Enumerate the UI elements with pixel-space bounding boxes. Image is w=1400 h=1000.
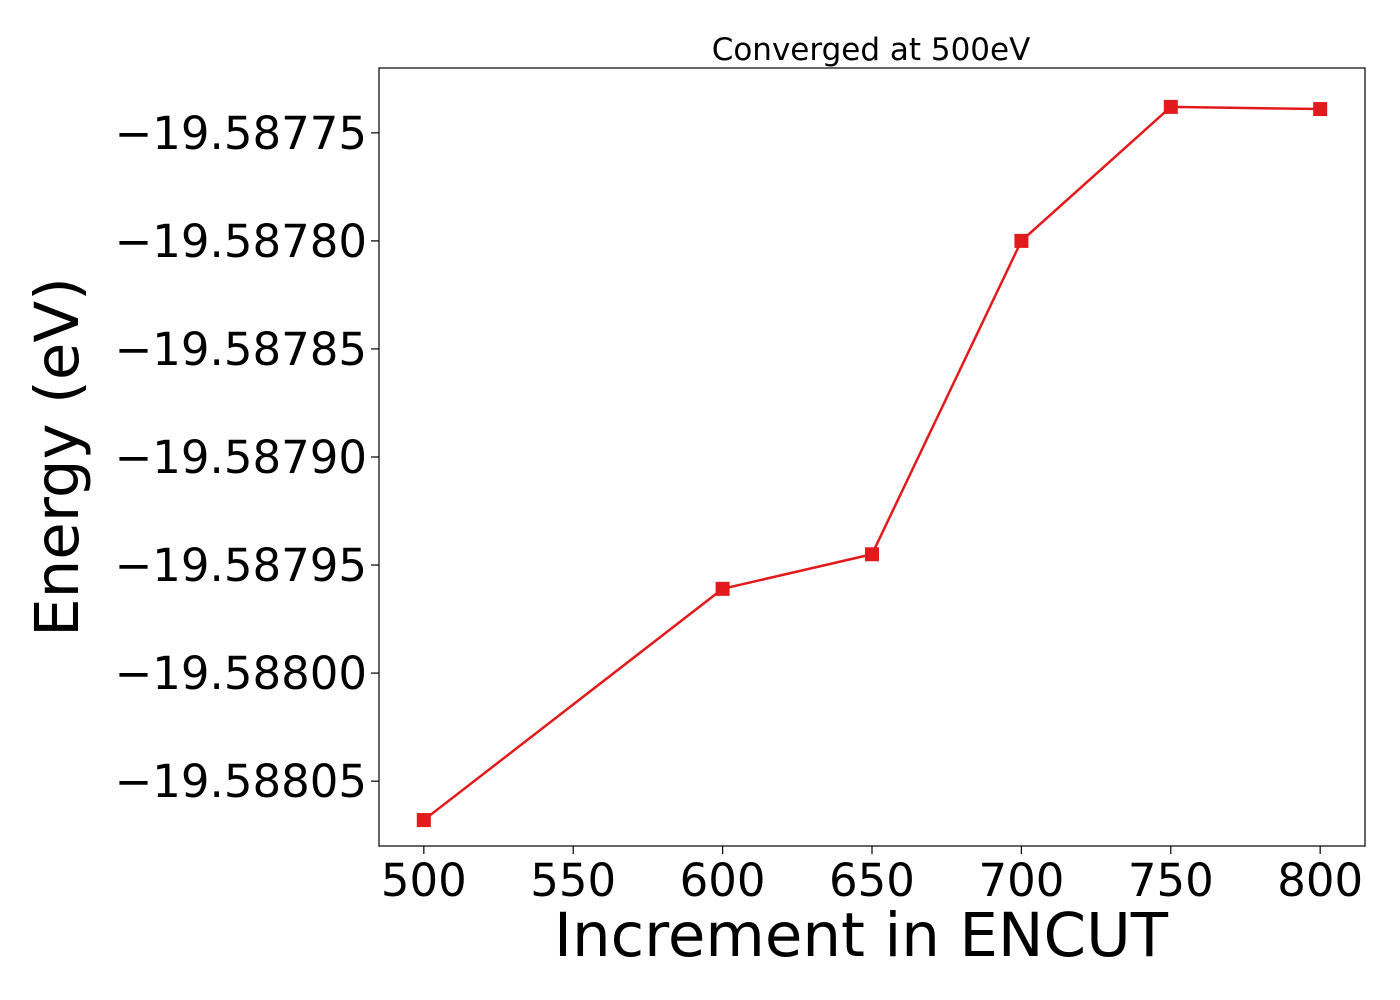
- y-tick-label: −19.58795: [115, 539, 367, 592]
- x-tick-label: 800: [1277, 854, 1363, 907]
- x-tick-label: 650: [829, 854, 915, 907]
- y-tick-label: −19.58780: [115, 215, 367, 268]
- data-point-marker: [416, 813, 431, 828]
- data-point-marker: [1014, 233, 1029, 248]
- x-tick-label: 700: [978, 854, 1064, 907]
- x-tick-label: 750: [1128, 854, 1214, 907]
- y-tick-label: −19.58805: [115, 755, 367, 808]
- y-tick-label: −19.58790: [115, 431, 367, 484]
- chart-title: Converged at 500eV: [712, 32, 1031, 68]
- y-axis-label: Energy (eV): [22, 277, 93, 637]
- y-tick-label: −19.58775: [115, 107, 367, 160]
- x-tick-label: 500: [381, 854, 467, 907]
- data-point-marker: [1163, 99, 1178, 114]
- series-layer: [416, 99, 1328, 828]
- data-point-marker: [865, 547, 879, 562]
- series-line: [423, 105, 1321, 822]
- x-axis-ticks: 500 550 600 650 700 750 800: [381, 846, 1363, 907]
- y-tick-label: −19.58800: [115, 647, 367, 700]
- data-point-marker: [1313, 102, 1328, 117]
- data-point-marker: [715, 581, 730, 596]
- x-tick-label: 550: [530, 854, 616, 907]
- y-tick-label: −19.58785: [115, 323, 367, 376]
- y-axis-ticks: −19.58775 −19.58780 −19.58785 −19.58790 −19.…: [115, 107, 379, 808]
- x-tick-label: 600: [680, 854, 766, 907]
- plot-area-frame: [378, 67, 1366, 847]
- x-axis-label: Increment in ENCUT: [554, 900, 1169, 971]
